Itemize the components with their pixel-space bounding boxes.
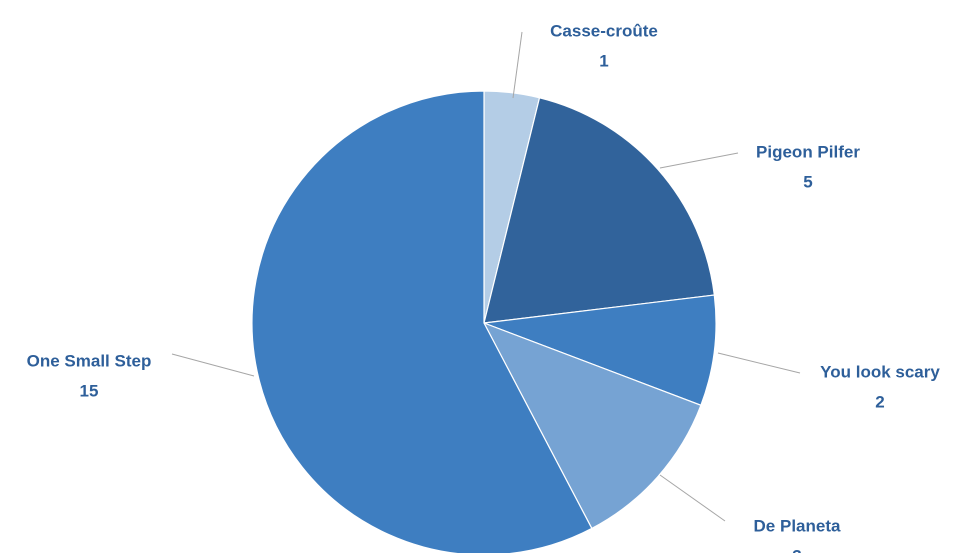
data-label-name-de-planeta: De Planeta xyxy=(754,516,841,535)
data-label-value-casse-croute: 1 xyxy=(599,51,608,70)
data-label-name-one-small-step: One Small Step xyxy=(27,351,152,370)
data-labels: Casse-croûte 1 Pigeon Pilfer 5 You look scar… xyxy=(27,21,941,553)
pie-slice-de-planeta xyxy=(482,321,702,530)
data-label-value-you-look-scary: 2 xyxy=(875,392,884,411)
data-label-value-pigeon-pilfer: 5 xyxy=(803,172,812,191)
leader-lines xyxy=(171,31,801,522)
pie-slices xyxy=(251,90,717,553)
pie-slice-you-look-scary xyxy=(483,294,717,407)
pie-slice-pigeon-pilfer xyxy=(483,97,715,324)
leader-line-you-look-scary xyxy=(717,352,801,374)
leader-line-casse-croute xyxy=(512,31,523,99)
pie-slice-one-small-step xyxy=(251,90,593,553)
data-label-value-de-planeta: 3 xyxy=(792,546,801,553)
leader-line-one-small-step xyxy=(171,353,255,377)
data-label-value-one-small-step: 15 xyxy=(80,381,99,400)
leader-line-pigeon-pilfer xyxy=(659,152,739,169)
leader-line-de-planeta xyxy=(659,474,726,522)
data-label-name-you-look-scary: You look scary xyxy=(820,362,940,381)
data-label-name-pigeon-pilfer: Pigeon Pilfer xyxy=(756,142,860,161)
data-label-name-casse-croute: Casse-croûte xyxy=(550,21,658,40)
